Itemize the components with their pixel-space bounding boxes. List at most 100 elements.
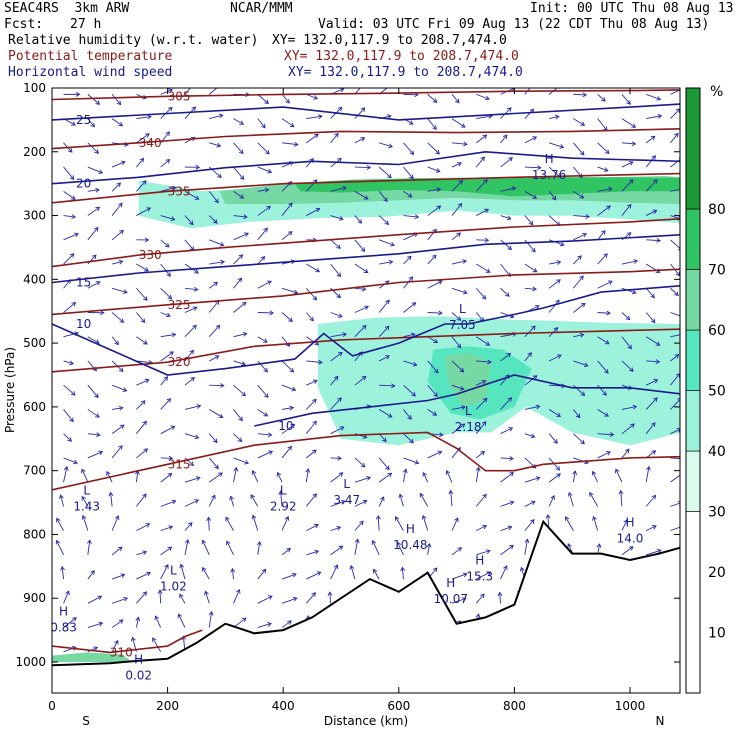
wind-arrow	[645, 378, 659, 386]
theta-contour-label: 310	[110, 645, 133, 659]
wind-arrow	[281, 360, 295, 373]
wind-arrow	[281, 572, 297, 580]
wind-arrow	[548, 409, 562, 417]
wind-arrow	[136, 493, 147, 507]
wind-arrow	[136, 133, 150, 144]
wind-arrow	[257, 622, 272, 628]
wind-arrow	[354, 324, 367, 338]
wind-arrow	[184, 539, 190, 555]
wind-arrow	[136, 207, 152, 216]
wind-arrow	[354, 190, 369, 200]
wind-arrow	[591, 470, 599, 483]
wind-arrow	[403, 409, 412, 420]
wind-arrow	[500, 472, 514, 483]
colorbar-tick-label: 60	[708, 323, 726, 339]
wind-arrow	[87, 570, 95, 580]
wind-arrow	[184, 88, 195, 95]
wind-arrow	[451, 384, 465, 391]
wind-arrow	[184, 306, 198, 313]
wind-arrow	[233, 617, 247, 628]
wind-arrow	[160, 499, 177, 507]
wind-arrow	[160, 185, 177, 192]
wind-arrow	[403, 255, 412, 265]
x-tick-label: 800	[503, 699, 526, 713]
wind-arrow	[179, 563, 186, 580]
wind-arrow	[257, 336, 268, 343]
wind-arrow	[136, 400, 146, 410]
wind-arrow	[87, 226, 99, 241]
wind-arrow	[111, 515, 120, 531]
wind-arrow	[160, 564, 169, 580]
colorbar-tick-label: 10	[708, 626, 726, 642]
wind-arrow	[208, 281, 219, 289]
wind-arrow	[670, 397, 680, 410]
wind-arrow	[548, 88, 562, 95]
wind-arrow	[63, 409, 74, 423]
wind-arrow	[621, 161, 634, 168]
wind-arrow	[597, 205, 611, 216]
wind-arrow	[63, 360, 75, 366]
wind-arrow	[548, 191, 557, 201]
wind-arrow	[226, 540, 234, 556]
wind-arrow	[87, 206, 101, 216]
wind-arrow	[135, 470, 140, 483]
wind-arrow	[475, 421, 487, 434]
extremum-marker: L	[280, 484, 287, 498]
colorbar-tick-label: 40	[708, 444, 726, 460]
wind-arrow	[111, 639, 119, 652]
wind-speed-contour	[52, 233, 680, 284]
wind-arrow	[564, 516, 574, 531]
wind-arrow	[621, 118, 637, 128]
wind-arrow	[111, 287, 128, 295]
x-end-left: S	[82, 714, 90, 728]
wind-arrow	[573, 384, 586, 397]
wind-arrow	[160, 398, 172, 410]
wind-arrow	[160, 332, 177, 338]
colorbar-frame	[685, 87, 701, 694]
wind-arrow	[63, 214, 77, 220]
theta-contour	[52, 128, 680, 150]
wind-arrow	[621, 360, 634, 372]
wind-arrow	[500, 456, 514, 461]
wind-arrow	[136, 420, 147, 434]
wind-arrow	[136, 157, 145, 168]
wind-arrow	[354, 538, 360, 555]
wind-arrow	[281, 231, 293, 241]
wind-arrow	[500, 427, 514, 435]
wind-arrow	[135, 616, 141, 628]
field-name-theta: Potential temperature	[8, 49, 173, 64]
wind-arrow	[573, 214, 591, 220]
wind-arrow	[670, 312, 680, 318]
wind-arrow	[281, 312, 293, 323]
wind-arrow	[330, 375, 339, 386]
wind-arrow	[548, 260, 562, 265]
wind-arrow	[597, 230, 606, 241]
colorbar-swatch	[685, 87, 701, 210]
wind-arrow	[573, 409, 581, 419]
wind-arrow	[233, 466, 239, 483]
wind-arrow	[330, 564, 339, 580]
wind-arrow	[592, 515, 599, 531]
wind-arrow	[81, 468, 89, 483]
wind-arrow	[548, 494, 555, 507]
wind-arrow	[403, 214, 420, 220]
wind-arrow	[500, 186, 517, 192]
wind-arrow	[670, 132, 679, 144]
wind-arrow	[621, 312, 631, 321]
wind-arrow	[427, 409, 438, 416]
wind-arrow	[427, 205, 442, 216]
wind-arrow	[257, 310, 275, 316]
wind-arrow	[281, 141, 299, 147]
wind-arrow	[111, 424, 125, 435]
wind-arrow	[330, 545, 344, 556]
wind-arrow	[597, 409, 609, 417]
wind-arrow	[670, 354, 680, 362]
wind-arrow	[160, 455, 174, 461]
wind-arrow	[136, 237, 150, 243]
wind-arrow	[63, 457, 78, 465]
wind-arrow	[422, 471, 429, 483]
wind-arrow	[597, 94, 606, 102]
wind-arrow	[160, 312, 171, 318]
wind-arrow	[111, 229, 124, 241]
wind-arrow	[160, 159, 171, 168]
